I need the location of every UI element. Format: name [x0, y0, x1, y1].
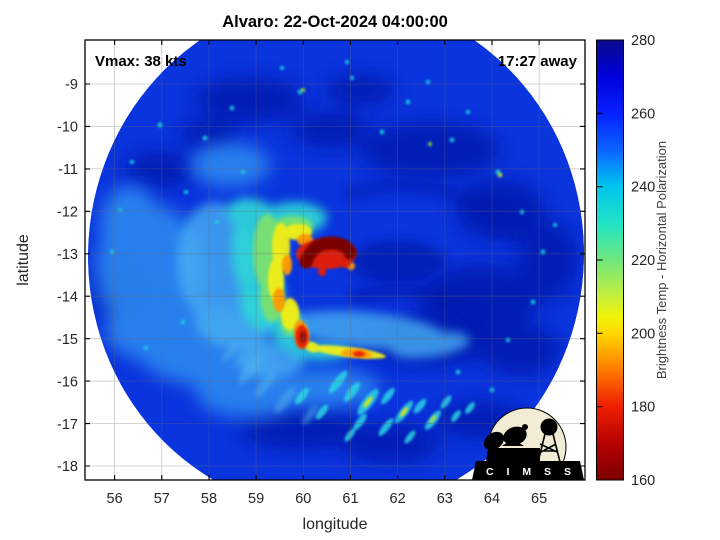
cimss-logo: C I M S S — [472, 407, 584, 480]
colorbar-tick-label: 200 — [631, 326, 655, 342]
x-tick-label: 65 — [531, 491, 547, 507]
plot-area: C I M S S Vmax: 38 kts 17:27 away — [85, 40, 585, 480]
axis-ticks — [85, 40, 585, 480]
x-ticks-top — [114, 40, 540, 45]
gridlines-vertical — [114, 40, 540, 480]
vmax-label: Vmax: 38 kts — [95, 53, 187, 70]
x-tick-label: 63 — [437, 491, 453, 507]
colorbar-title: Brightness Temp - Horizontal Polarizatio… — [654, 141, 669, 379]
eta-label: 17:27 away — [498, 53, 578, 70]
colorbar-tick-label: 260 — [631, 106, 655, 122]
dry-moat-bands — [342, 178, 526, 338]
cimss-logo-text: C I M S S — [486, 466, 576, 478]
y-tick-label: -13 — [57, 247, 78, 263]
storm-imagery — [87, 40, 585, 480]
x-tick-label: 59 — [248, 491, 264, 507]
x-tick-label: 61 — [342, 491, 358, 507]
y-axis-label: latitude — [15, 234, 32, 286]
cimss-logo-banner — [472, 461, 584, 480]
coldest-cloud-crescent — [299, 236, 357, 343]
y-ticks-right — [580, 83, 585, 467]
green-speckles — [301, 88, 503, 178]
x-tick-label: 57 — [154, 491, 170, 507]
x-tick-label: 58 — [201, 491, 217, 507]
x-tick-labels: 56 57 58 59 60 61 62 63 64 65 — [107, 491, 548, 507]
colorbar-ticks — [596, 112, 603, 408]
y-tick-label: -10 — [57, 120, 78, 136]
y-tick-label: -14 — [57, 289, 78, 305]
y-tick-label: -18 — [57, 459, 78, 475]
speckles — [109, 59, 558, 393]
y-tick-labels: -9 -10 -11 -12 -13 -14 -15 -16 -17 -18 — [57, 77, 78, 475]
x-tick-label: 62 — [390, 491, 406, 507]
x-tick-label: 60 — [295, 491, 311, 507]
gridlines-horizontal — [85, 83, 585, 467]
colorbar-tick-label: 220 — [631, 253, 655, 269]
x-ticks-bottom — [114, 475, 540, 480]
water-tower-icon — [537, 418, 561, 463]
y-tick-label: -11 — [58, 162, 78, 178]
x-tick-label: 64 — [484, 491, 500, 507]
x-axis-label: longitude — [303, 516, 368, 533]
colorbar-tick-label: 180 — [631, 400, 655, 416]
plot-title: Alvaro: 22-Oct-2024 04:00:00 — [222, 13, 448, 31]
colorbar-tick-label: 280 — [631, 33, 655, 49]
satellite-dish-icon — [483, 424, 540, 462]
rainband-streak-cores — [363, 396, 437, 424]
colorbar-tick-label: 240 — [631, 180, 655, 196]
y-tick-label: -9 — [65, 77, 78, 93]
y-tick-label: -16 — [57, 374, 78, 390]
colorbar-tick-label: 160 — [631, 473, 655, 489]
y-tick-label: -17 — [57, 417, 78, 433]
x-tick-label: 56 — [107, 491, 123, 507]
y-ticks-left — [85, 83, 90, 467]
colorbar-tick-labels: 280 260 240 220 200 180 160 — [631, 33, 655, 489]
axes-box — [84, 39, 586, 481]
y-tick-label: -12 — [57, 205, 78, 221]
y-tick-label: -15 — [57, 332, 78, 348]
colorbar: 280 260 240 220 200 180 160 Brightness T… — [596, 33, 669, 489]
southwest-streaks — [221, 342, 319, 425]
gridlines — [85, 40, 585, 480]
